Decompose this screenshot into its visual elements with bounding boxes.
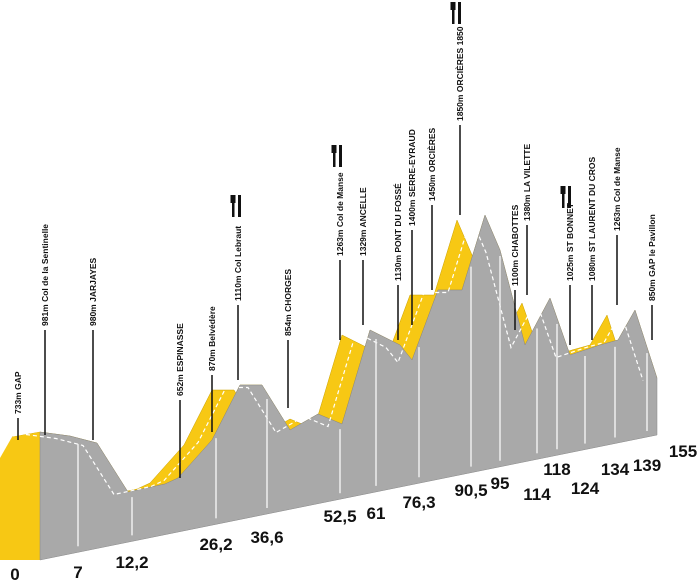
waypoint-label: 1400m SERRE-EYRAUD — [407, 129, 417, 226]
waypoint-label: 652m ESPINASSE — [175, 323, 185, 396]
route-line — [25, 215, 644, 496]
waypoint-label: 1380m LA VILETTE — [522, 144, 532, 221]
distance-label: 114 — [523, 485, 551, 504]
distance-label: 36,6 — [250, 528, 283, 547]
fork-icon — [560, 186, 571, 208]
left-face — [0, 432, 40, 560]
fork-icon — [331, 145, 342, 167]
profile — [0, 214, 658, 561]
distance-label: 118 — [543, 460, 570, 479]
waypoint-label: 1263m Col de Manse — [612, 147, 622, 231]
waypoint-label: 1329m ANCELLE — [358, 187, 368, 256]
distance-label: 155 — [669, 442, 697, 461]
waypoint-label: 1850m ORCIÈRES 1850 — [455, 26, 465, 121]
distance-label: 124 — [571, 479, 600, 498]
distance-label: 134 — [601, 460, 630, 479]
distance-label: 26,2 — [199, 535, 232, 554]
waypoint-label: 1450m ORCIÈRES — [427, 127, 437, 201]
distance-label: 0 — [10, 565, 19, 584]
distance-label: 61 — [367, 504, 386, 523]
distance-label: 139 — [633, 456, 661, 475]
waypoint-label: 850m GAP le Pavillon — [647, 214, 657, 301]
waypoint-label: 1263m Col de Manse — [335, 172, 345, 256]
waypoint-label: 1080m ST LAURENT DU CROS — [587, 156, 597, 281]
restaurant-icons — [230, 2, 571, 217]
waypoint-label: 1025m ST BONNET — [565, 202, 575, 281]
distance-label: 95 — [491, 474, 510, 493]
distance-label: 7 — [73, 563, 82, 582]
distance-label: 76,3 — [402, 493, 435, 512]
distance-label: 52,5 — [323, 507, 356, 526]
waypoint-label: 1110m Col Lebraut — [233, 226, 243, 301]
fork-icon — [450, 2, 461, 24]
waypoint-label: 980m JARJAYES — [88, 257, 98, 326]
waypoint-label: 981m Col de la Sentinelle — [40, 224, 50, 326]
waypoint-label: 733m GAP — [13, 371, 23, 414]
waypoint-label: 870m Belvédère — [207, 306, 217, 371]
distance-label: 12,2 — [115, 553, 148, 572]
waypoint-label: 854m CHORGES — [283, 269, 293, 336]
fork-icon — [230, 195, 241, 217]
waypoint-label: 1130m PONT DU FOSSÉ — [393, 183, 403, 281]
waypoint-label: 1100m CHABOTTES — [510, 204, 520, 286]
distance-label: 90,5 — [454, 481, 487, 500]
front-face — [39, 214, 658, 561]
